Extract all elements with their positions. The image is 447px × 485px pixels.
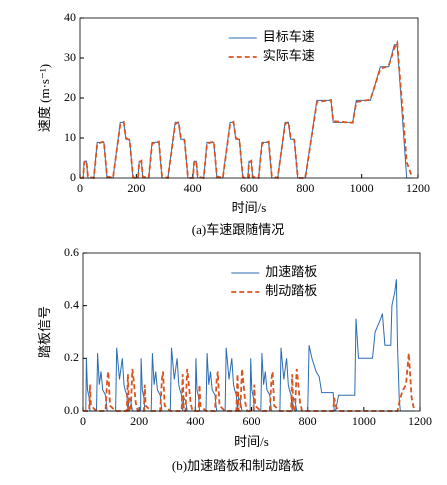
legend-label: 加速踏板 bbox=[265, 264, 317, 279]
plot-frame bbox=[82, 252, 421, 412]
series-line bbox=[83, 279, 415, 412]
y-axis-label: 踏板信号 bbox=[37, 306, 52, 358]
x-tick-label: 800 bbox=[296, 181, 314, 195]
caption: (a)车速跟随情况 bbox=[192, 222, 284, 237]
x-tick-label: 200 bbox=[130, 414, 148, 428]
y-tick-label: 0 bbox=[70, 170, 76, 184]
y-tick-label: 30 bbox=[64, 50, 76, 64]
series-line bbox=[80, 44, 413, 179]
x-tick-label: 400 bbox=[186, 414, 204, 428]
x-tick-label: 1000 bbox=[350, 181, 374, 195]
x-tick-label: 800 bbox=[299, 414, 317, 428]
x-tick-label: 0 bbox=[80, 414, 86, 428]
x-tick-label: 1200 bbox=[406, 181, 430, 195]
x-tick-label: 600 bbox=[243, 414, 261, 428]
plot-frame bbox=[79, 17, 419, 179]
y-tick-label: 40 bbox=[64, 10, 76, 24]
legend-label: 实际车速 bbox=[263, 48, 315, 63]
y-tick-label: 10 bbox=[64, 130, 76, 144]
x-tick-label: 400 bbox=[184, 181, 202, 195]
y-tick-label: 0.0 bbox=[64, 403, 79, 417]
y-tick-label: 20 bbox=[64, 90, 76, 104]
series-line bbox=[80, 39, 414, 180]
y-tick-label: 0.2 bbox=[64, 350, 79, 364]
x-axis-label: 时间/s bbox=[232, 200, 267, 215]
x-axis-label: 时间/s bbox=[234, 434, 269, 449]
y-tick-label: 0.4 bbox=[64, 297, 79, 311]
x-tick-label: 0 bbox=[77, 181, 83, 195]
y-axis-label: 速度 (m·s⁻¹) bbox=[37, 64, 52, 132]
legend-label: 制动踏板 bbox=[265, 283, 317, 298]
x-tick-label: 1200 bbox=[408, 414, 432, 428]
caption: (b)加速踏板和制动踏板 bbox=[172, 458, 304, 473]
legend-label: 目标车速 bbox=[263, 29, 315, 44]
series-line bbox=[83, 353, 416, 412]
x-tick-label: 1000 bbox=[352, 414, 376, 428]
x-tick-label: 200 bbox=[127, 181, 145, 195]
y-tick-label: 0.6 bbox=[64, 245, 79, 259]
x-tick-label: 600 bbox=[240, 181, 258, 195]
